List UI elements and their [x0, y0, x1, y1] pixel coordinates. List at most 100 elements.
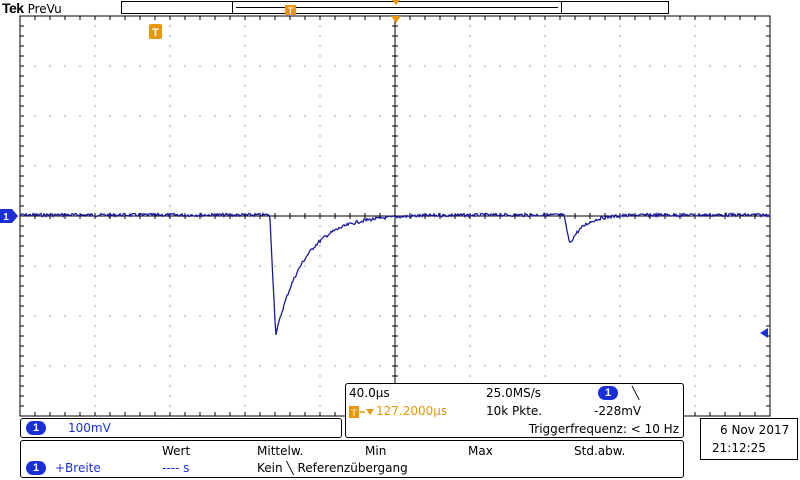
grid-dot	[259, 115, 261, 117]
grid-dot	[169, 145, 171, 147]
grid-dot	[319, 205, 321, 207]
grid-dot	[244, 265, 246, 267]
grid-dot	[694, 225, 696, 227]
grid-dot	[199, 115, 201, 117]
grid-dot	[49, 65, 51, 67]
grid-dot	[304, 265, 306, 267]
grid-dot	[754, 115, 756, 117]
grid-dot	[184, 265, 186, 267]
grid-dot	[724, 115, 726, 117]
grid-dot	[589, 265, 591, 267]
grid-dot	[469, 105, 471, 107]
grid-dot	[694, 45, 696, 47]
grid-dot	[619, 305, 621, 307]
grid-dot	[379, 265, 381, 267]
grid-dot	[169, 65, 171, 67]
channel1-ground-marker[interactable]: 1	[0, 209, 18, 223]
grid-dot	[484, 115, 486, 117]
grid-dot	[319, 295, 321, 297]
grid-dot	[94, 365, 96, 367]
grid-dot	[244, 45, 246, 47]
grid-dot	[694, 345, 696, 347]
grid-dot	[694, 255, 696, 257]
grid-dot	[169, 305, 171, 307]
grid-dot	[544, 105, 546, 107]
measurement-panel[interactable]: Wert Mittelw. Min Max Std.abw. 1 +Breite…	[20, 440, 684, 478]
grid-dot	[169, 75, 171, 77]
grid-dot	[304, 315, 306, 317]
trigger-frequency: Triggerfrequenz: < 10 Hz	[528, 422, 679, 436]
grid-dot	[229, 315, 231, 317]
grid-dot	[619, 145, 621, 147]
grid-dot	[319, 85, 321, 87]
record-length: 10k Pkte.	[486, 404, 543, 418]
grid-dot	[319, 255, 321, 257]
grid-dot	[619, 65, 621, 67]
grid-dot	[349, 165, 351, 167]
grid-dot	[544, 25, 546, 27]
grid-dot	[469, 295, 471, 297]
grid-dot	[619, 85, 621, 87]
grid-dot	[469, 175, 471, 177]
grid-dot	[184, 165, 186, 167]
grid-dot	[49, 315, 51, 317]
grid-dot	[94, 305, 96, 307]
grid-dot	[169, 255, 171, 257]
grid-dot	[94, 325, 96, 327]
grid-dot	[544, 75, 546, 77]
grid-dot	[109, 115, 111, 117]
grid-dot	[94, 165, 96, 167]
grid-dot	[94, 255, 96, 257]
grid-dot	[589, 365, 591, 367]
grid-dot	[244, 175, 246, 177]
brand-label: Tek PreVu	[2, 0, 62, 18]
grid-dot	[169, 225, 171, 227]
grid-dot	[424, 365, 426, 367]
grid-dot	[169, 295, 171, 297]
record-trigger-glyph: T	[287, 7, 294, 17]
grid-dot	[544, 375, 546, 377]
grid-dot	[724, 365, 726, 367]
grid-dot	[319, 365, 321, 367]
grid-dot	[439, 315, 441, 317]
grid-dot	[79, 115, 81, 117]
grid-dot	[544, 165, 546, 167]
grid-dot	[469, 275, 471, 277]
datetime-panel: 6 Nov 2017 21:12:25	[700, 418, 798, 460]
grid-dot	[559, 265, 561, 267]
grid-dot	[469, 305, 471, 307]
trigger-level-marker[interactable]	[760, 328, 768, 338]
grid-dot	[319, 405, 321, 407]
grid-dot	[619, 125, 621, 127]
grid-dot	[349, 365, 351, 367]
acquisition-panel[interactable]: 40.0µs 25.0MS/s 1 ╲ T 127.2000µs 10k Pkt…	[345, 383, 684, 438]
trigger-position: 127.2000µs	[376, 404, 448, 418]
grid-dot	[94, 35, 96, 37]
grid-dot	[469, 255, 471, 257]
measurement-status-word: Kein	[257, 461, 283, 475]
grid-dot	[259, 65, 261, 67]
grid-dot	[244, 395, 246, 397]
grid-dot	[499, 265, 501, 267]
grid-dot	[544, 305, 546, 307]
grid-dot	[694, 185, 696, 187]
grid-dot	[244, 375, 246, 377]
grid-dot	[619, 265, 621, 267]
channel1-scale-panel[interactable]: 1 100mV	[20, 418, 342, 438]
grid-dot	[319, 345, 321, 347]
grid-dot	[244, 145, 246, 147]
grid-dot	[439, 115, 441, 117]
grid-dot	[679, 365, 681, 367]
grid-dot	[574, 115, 576, 117]
grid-dot	[319, 155, 321, 157]
grid-dot	[544, 225, 546, 227]
grid-dot	[619, 375, 621, 377]
grid-dot	[424, 315, 426, 317]
grid-dot	[544, 55, 546, 57]
grid-dot	[544, 95, 546, 97]
grid-dot	[409, 265, 411, 267]
trigger-position-marker[interactable]: T	[149, 24, 162, 39]
grid-dot	[259, 165, 261, 167]
horizontal-position-marker[interactable]	[391, 16, 401, 23]
grid-dot	[454, 65, 456, 67]
